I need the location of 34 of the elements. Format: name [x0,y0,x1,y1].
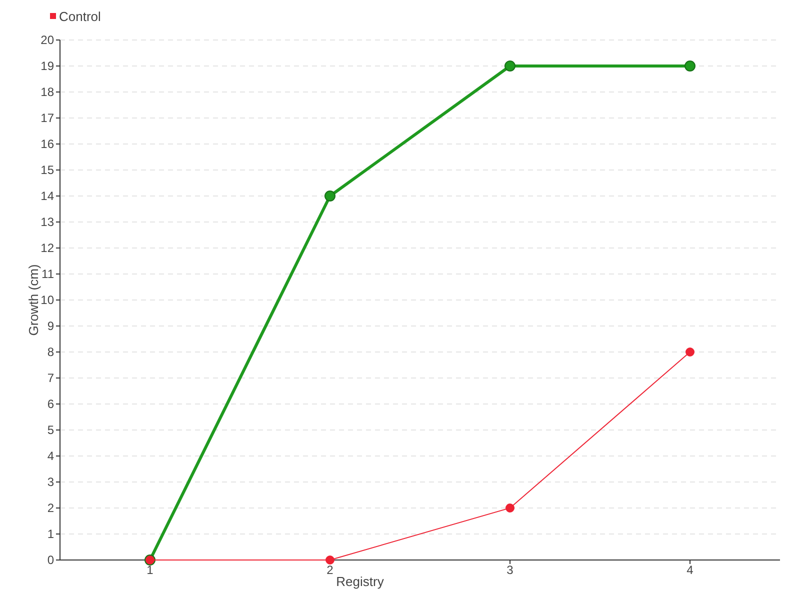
y-tick-label: 11 [42,267,54,282]
point [686,348,694,356]
y-tick-label: 20 [40,33,54,48]
y-tick-label: 7 [47,371,54,386]
y-tick-label: 19 [40,59,54,74]
x-tick-label: 1 [146,563,154,577]
x-tick-label: 4 [686,563,694,577]
y-tick-label: 18 [40,85,54,100]
point [504,60,516,72]
y-tick-label: 0 [47,553,54,568]
point [326,556,334,564]
y-tick-label: 4 [47,449,54,464]
x-tick-label: 2 [326,563,334,577]
y-tick-label: 1 [47,527,54,542]
point [506,504,514,512]
y-tick-label: 5 [47,423,54,438]
y-tick-label: 13 [40,215,54,230]
point [684,60,696,72]
y-tick-label: 12 [40,241,54,256]
legend-label: Control [59,9,102,24]
y-tick-label: 10 [40,293,54,308]
y-tick-label: 17 [40,111,54,126]
x-tick-label: 3 [506,563,514,577]
x-axis-title: Registry [336,574,384,589]
y-tick-label: 8 [47,345,54,360]
y-tick-label: 2 [47,501,54,516]
point [324,190,336,202]
y-tick-label: 6 [47,397,54,412]
y-tick-label: 9 [47,319,54,334]
y-tick-label: 3 [47,475,54,490]
y-tick-label: 15 [40,163,54,178]
y-tick-label: 14 [40,189,54,204]
y-tick-label: 16 [40,137,54,152]
y-axis-title: Growth (cm) [26,264,41,336]
